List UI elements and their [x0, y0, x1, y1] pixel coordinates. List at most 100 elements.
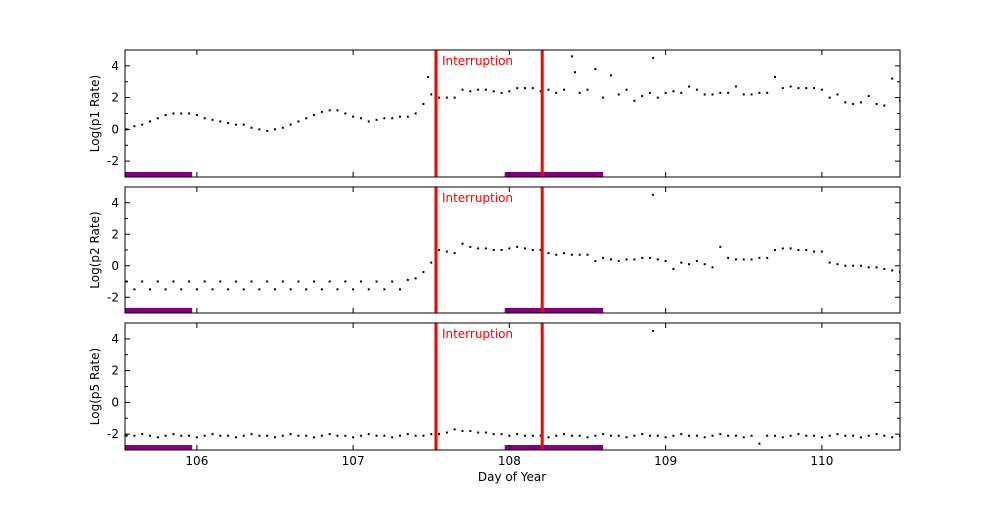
- data-point: [625, 88, 628, 91]
- y-tick-label: 4: [111, 59, 119, 73]
- data-point: [399, 115, 401, 118]
- data-point: [813, 250, 816, 253]
- y-tick-label: 4: [111, 332, 119, 346]
- data-point: [750, 434, 753, 437]
- y-tick-label: 2: [111, 364, 119, 378]
- data-point: [367, 288, 370, 291]
- data-point: [430, 261, 433, 264]
- data-point: [414, 434, 417, 437]
- data-point: [555, 91, 558, 94]
- data-point: [867, 434, 870, 437]
- data-point: [352, 288, 355, 291]
- data-point: [750, 258, 753, 261]
- data-point: [313, 114, 316, 117]
- data-point: [313, 280, 316, 283]
- y-axis-label: Log(p5 Rate): [88, 348, 102, 425]
- data-point: [422, 102, 425, 105]
- data-point: [266, 434, 269, 437]
- data-point: [797, 87, 800, 90]
- data-point: [414, 277, 417, 280]
- data-point: [508, 90, 511, 93]
- data-point: [680, 433, 683, 436]
- data-point: [391, 117, 394, 120]
- data-point: [758, 256, 761, 259]
- data-point: [227, 122, 230, 125]
- data-point: [383, 434, 386, 437]
- y-tick-label: 2: [111, 91, 119, 105]
- axes-frame: [124, 49, 901, 178]
- data-point: [680, 261, 683, 264]
- y-tick-label: 0: [111, 122, 119, 136]
- data-point: [328, 433, 331, 436]
- data-point: [652, 56, 655, 59]
- data-point: [414, 112, 417, 115]
- data-point: [602, 96, 605, 99]
- y-tick-label: -2: [107, 154, 119, 168]
- data-point: [531, 434, 534, 437]
- data-point: [438, 433, 441, 436]
- data-point: [250, 433, 253, 436]
- data-point: [281, 126, 284, 129]
- data-point: [406, 115, 409, 118]
- data-point: [344, 112, 347, 115]
- data-point: [492, 433, 495, 436]
- data-point: [781, 436, 784, 439]
- data-point: [602, 256, 605, 259]
- data-point: [336, 434, 339, 437]
- panel-2: Interruption -2 0 2 4 Log(p2 Rate): [88, 186, 901, 314]
- data-point: [727, 434, 730, 437]
- data-point: [563, 88, 566, 91]
- data-point: [828, 434, 831, 437]
- data-point: [578, 434, 581, 437]
- x-tick-label: 110: [810, 454, 833, 468]
- data-point: [652, 329, 655, 332]
- data-point: [172, 112, 175, 115]
- data-point: [844, 434, 847, 437]
- data-point: [484, 88, 487, 91]
- data-point: [242, 288, 245, 291]
- data-point: [633, 258, 636, 261]
- data-point: [219, 120, 222, 123]
- data-point: [313, 436, 316, 439]
- data-point: [711, 266, 714, 269]
- data-point: [438, 96, 441, 99]
- data-point: [500, 433, 503, 436]
- data-point: [461, 429, 464, 432]
- data-point: [524, 434, 526, 437]
- data-point: [133, 288, 136, 291]
- data-point: [578, 253, 581, 256]
- data-point: [633, 99, 636, 102]
- data-point: [164, 288, 167, 291]
- data-point: [352, 436, 355, 439]
- data-point: [641, 95, 644, 98]
- data-point: [367, 120, 370, 123]
- x-tick-label: 106: [185, 454, 208, 468]
- data-point: [547, 252, 550, 255]
- data-point: [453, 96, 456, 99]
- data-point: [758, 91, 761, 94]
- data-point: [625, 258, 628, 261]
- data-point: [649, 91, 651, 94]
- data-point: [789, 85, 792, 88]
- data-point: [578, 91, 581, 94]
- data-point: [797, 433, 800, 436]
- data-point: [695, 88, 698, 91]
- data-point: [406, 278, 409, 281]
- data-point: [664, 260, 667, 263]
- data-point: [547, 436, 550, 439]
- data-point: [836, 93, 839, 96]
- data-point: [891, 436, 894, 439]
- data-point: [227, 288, 230, 291]
- data-point: [805, 87, 808, 90]
- data-point: [883, 267, 886, 270]
- data-point: [688, 434, 691, 437]
- data-point: [625, 436, 628, 439]
- data-point: [234, 436, 237, 439]
- data-point: [570, 434, 573, 437]
- data-point: [883, 434, 886, 437]
- data-point: [570, 55, 573, 58]
- data-point: [344, 280, 347, 283]
- data-point: [305, 117, 308, 120]
